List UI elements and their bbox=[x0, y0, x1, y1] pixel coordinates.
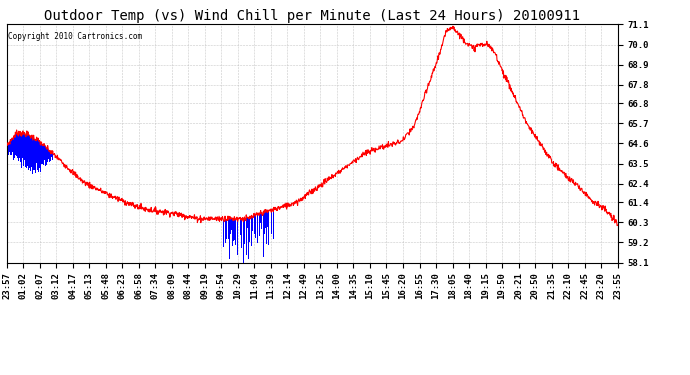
Text: Copyright 2010 Cartronics.com: Copyright 2010 Cartronics.com bbox=[8, 32, 142, 40]
Title: Outdoor Temp (vs) Wind Chill per Minute (Last 24 Hours) 20100911: Outdoor Temp (vs) Wind Chill per Minute … bbox=[44, 9, 580, 23]
